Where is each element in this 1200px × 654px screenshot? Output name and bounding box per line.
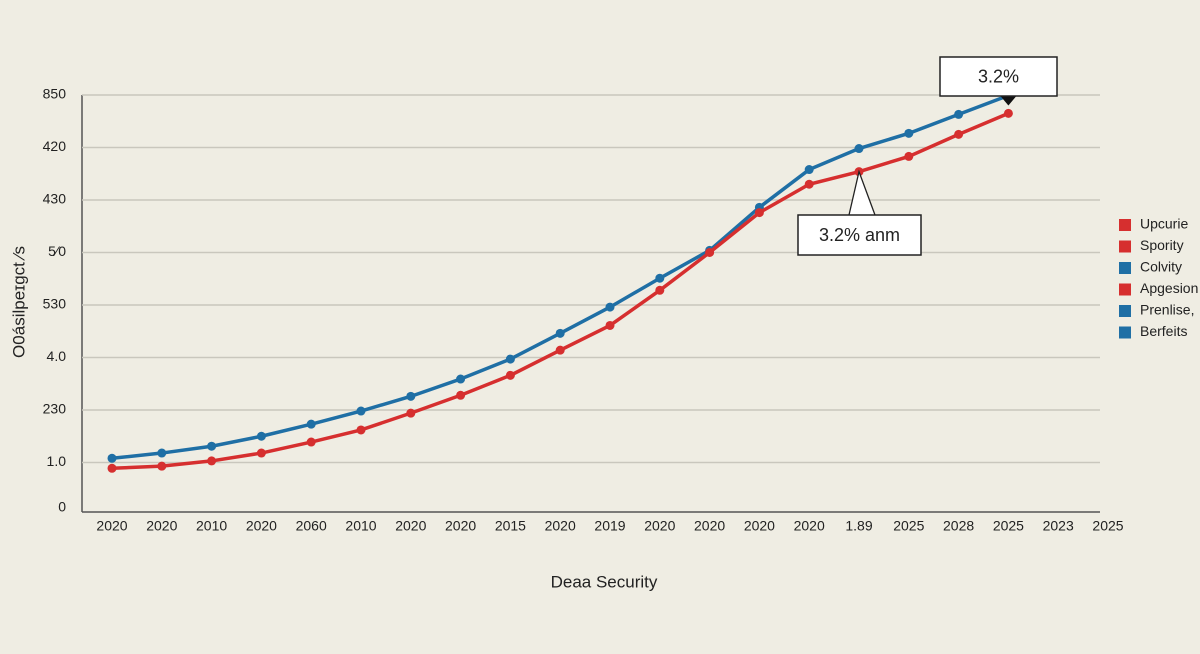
data-point — [207, 441, 217, 451]
y-tick-label: 420 — [43, 138, 67, 154]
x-tick-label: 2020 — [794, 518, 825, 534]
data-point — [256, 448, 266, 458]
x-tick-label: 2020 — [694, 518, 725, 534]
legend-label: Berfeits — [1140, 323, 1187, 339]
data-point — [505, 370, 515, 380]
x-tick-label: 2020 — [545, 518, 576, 534]
data-point — [157, 448, 167, 458]
y-tick-label: 430 — [43, 191, 67, 207]
annotation-box — [939, 56, 1058, 97]
x-tick-label: 2020 — [246, 518, 277, 534]
x-tick-label: 2025 — [893, 518, 924, 534]
data-point — [306, 437, 316, 447]
data-point — [107, 463, 117, 473]
x-tick-label: 2020 — [644, 518, 675, 534]
data-point — [157, 461, 167, 471]
x-tick-label: 2020 — [146, 518, 177, 534]
legend-label: Spority — [1140, 237, 1184, 253]
annotation-box — [797, 214, 922, 256]
data-point — [904, 151, 914, 161]
y-tick-label: 1.0 — [47, 453, 67, 469]
data-point — [1003, 108, 1013, 118]
legend-swatch — [1119, 240, 1131, 253]
annotation-text: 3.2% — [978, 66, 1019, 86]
data-point — [804, 165, 814, 175]
data-point — [555, 328, 565, 338]
x-tick-label: 2010 — [196, 518, 227, 534]
legend-label: Colvity — [1140, 259, 1182, 275]
data-point — [655, 273, 665, 283]
annotation-pointer — [1000, 96, 1017, 106]
data-point — [406, 408, 416, 418]
x-tick-label: 1.89 — [845, 518, 872, 534]
x-tick-label: 2020 — [445, 518, 476, 534]
data-point — [954, 129, 964, 139]
x-tick-label: 2028 — [943, 518, 974, 534]
legend-label: Upcurie — [1140, 216, 1188, 232]
y-tick-label: 230 — [43, 401, 67, 417]
x-axis-title: Deaa Security — [551, 572, 658, 591]
data-point — [207, 456, 217, 466]
data-point — [655, 285, 665, 295]
y-tick-label: 850 — [43, 86, 67, 102]
legend-label: Prenlise, — [1140, 302, 1194, 318]
x-tick-label: 2020 — [96, 518, 127, 534]
data-point — [904, 128, 914, 138]
y-tick-label: 0 — [58, 499, 66, 515]
y-axis-title: O0ásilpeɪgct ⁄s — [9, 246, 28, 358]
data-point — [804, 179, 814, 189]
x-tick-label: 2025 — [1092, 518, 1123, 534]
data-point — [854, 144, 864, 154]
y-tick-label: 5⁄0 — [48, 243, 66, 259]
legend-swatch — [1119, 262, 1131, 274]
data-point — [456, 390, 466, 400]
data-point — [505, 354, 515, 364]
data-point — [356, 406, 366, 416]
data-point — [306, 419, 316, 429]
x-tick-label: 2020 — [744, 518, 775, 534]
x-tick-label: 2019 — [594, 518, 625, 534]
legend-swatch — [1119, 326, 1131, 339]
data-point — [754, 208, 764, 218]
data-point — [256, 431, 266, 441]
x-tick-label: 2025 — [993, 518, 1024, 534]
data-point — [107, 453, 117, 463]
data-point — [456, 374, 466, 384]
legend-swatch — [1119, 219, 1131, 231]
data-point — [406, 391, 416, 401]
annotation-text: 3.2% anm — [819, 225, 900, 245]
legend-swatch — [1119, 305, 1131, 317]
legend-swatch — [1119, 283, 1131, 296]
data-point — [356, 425, 366, 435]
x-tick-label: 2010 — [345, 518, 376, 534]
data-point — [705, 248, 715, 257]
data-point — [555, 345, 565, 355]
x-tick-label: 2023 — [1043, 518, 1074, 534]
y-tick-label: 530 — [43, 296, 67, 312]
legend-label: Apgesion — [1140, 280, 1198, 296]
x-tick-label: 2015 — [495, 518, 526, 534]
y-tick-label: 4.0 — [47, 348, 67, 364]
x-tick-label: 2020 — [395, 518, 426, 534]
data-point — [605, 302, 615, 312]
data-point — [954, 109, 964, 119]
annotation-pointer — [848, 169, 876, 216]
data-point — [605, 320, 615, 330]
x-tick-label: 2060 — [296, 518, 327, 534]
